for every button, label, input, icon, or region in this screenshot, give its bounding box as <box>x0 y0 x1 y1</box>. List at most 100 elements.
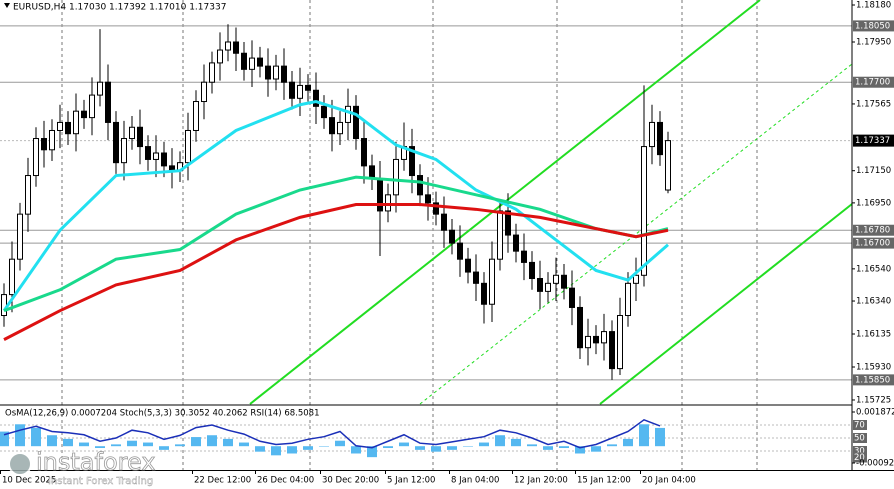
osma-bar <box>159 446 169 450</box>
x-tick-label: 12 Jan 20:00 <box>514 476 568 486</box>
osma-tick-label: -0.000920 <box>856 459 894 469</box>
candle-body <box>233 41 239 54</box>
candle-body <box>393 158 399 196</box>
levels <box>0 25 852 381</box>
level-box <box>853 224 894 236</box>
candle-body <box>409 146 415 177</box>
grid <box>61 0 758 470</box>
x-tick-label: 8 Jan 04:00 <box>451 476 499 486</box>
osma-bar <box>655 427 665 447</box>
level-box <box>853 76 894 88</box>
osma-bar <box>463 446 473 447</box>
osma-bar <box>95 446 105 449</box>
osma-tick-label: 0.001872 <box>856 408 894 418</box>
candle-body <box>529 261 535 280</box>
osma-bar <box>335 440 345 447</box>
header-icon <box>4 3 10 8</box>
candle-body <box>633 274 639 284</box>
candle-body <box>209 62 215 83</box>
candles <box>1 24 671 380</box>
osma-bar <box>191 437 201 447</box>
level-box <box>853 20 894 32</box>
candle-body <box>305 84 311 91</box>
candle-body <box>81 110 87 119</box>
candle-body <box>553 274 559 284</box>
watermark-tagline: Instant Forex Trading <box>48 476 153 487</box>
candle-body <box>241 52 247 70</box>
candle-body <box>497 210 503 260</box>
candle-body <box>129 126 135 140</box>
candle-body <box>513 234 519 252</box>
candle-body <box>353 105 359 140</box>
candle-body <box>265 65 271 80</box>
candle-body <box>313 89 319 107</box>
candle-body <box>9 258 15 296</box>
osma-bar <box>31 427 41 447</box>
osma-bar <box>255 446 265 452</box>
candle-body <box>289 81 295 99</box>
osma-bar <box>543 446 553 450</box>
y-tick-label: 1.16340 <box>856 297 891 307</box>
osma-bar <box>319 446 329 447</box>
header: EURUSD,H4 1.17030 1.17392 1.17010 1.1733… <box>13 3 226 13</box>
y-tick-label: 1.17150 <box>856 166 891 176</box>
osma-bar <box>111 444 121 447</box>
candle-body <box>225 41 231 51</box>
indicator-title: OsMA(12,26,9) 0.0007204 Stoch(5,3,3) 30.… <box>5 409 319 419</box>
candle-body <box>465 258 471 273</box>
candle-body <box>201 81 207 103</box>
candle-body <box>545 282 551 292</box>
level-label: 1.17700 <box>855 78 890 88</box>
candle-body <box>185 129 191 164</box>
osma-bar <box>271 446 281 456</box>
candle-body <box>649 121 655 148</box>
watermark-brand: instaforex <box>36 448 156 476</box>
candle-body <box>281 65 287 83</box>
x-tick-label: 5 Jan 12:00 <box>387 476 435 486</box>
candle-body <box>17 213 23 260</box>
candle-body <box>505 210 511 236</box>
y-tick-label: 1.16950 <box>856 198 891 208</box>
rsi-tick-label: 30 <box>854 447 865 457</box>
candle-body <box>641 146 647 276</box>
x-tick-label: 22 Dec 12:00 <box>194 476 251 486</box>
moving-average <box>3 202 669 341</box>
x-tick-label: 15 Jan 12:00 <box>577 476 631 486</box>
osma-bar <box>447 446 457 450</box>
candle-body <box>425 194 431 204</box>
osma-bar <box>431 446 441 452</box>
candle-body <box>561 274 567 289</box>
x-tick-label: 10 Dec 2025 <box>2 476 56 486</box>
candle-body <box>625 282 631 317</box>
osma-bar <box>207 435 217 447</box>
candle-body <box>193 101 199 131</box>
candle-body <box>65 121 71 135</box>
candle-body <box>49 129 55 151</box>
level-label: 1.15850 <box>855 375 890 385</box>
candle-body <box>57 121 63 131</box>
osma-bar <box>639 424 649 447</box>
osma-bar <box>607 444 617 447</box>
osma-bar <box>495 435 505 447</box>
candle-body <box>345 105 351 123</box>
osma-bar <box>175 444 185 447</box>
candle-body <box>377 178 383 212</box>
candle-body <box>361 138 367 167</box>
candle-body <box>449 229 455 244</box>
candle-body <box>137 126 143 148</box>
osma-bar <box>79 442 89 447</box>
watermark-logo <box>8 452 32 476</box>
rsi-tick-box <box>853 420 867 430</box>
moving-average <box>2 99 669 312</box>
candle-body <box>217 49 223 64</box>
osma-bar <box>367 446 377 458</box>
osma-bar <box>399 442 409 447</box>
candle-body <box>321 105 327 119</box>
candle-body <box>441 213 447 231</box>
candle-body <box>73 110 79 135</box>
candle-body <box>609 331 615 370</box>
candle-body <box>105 81 111 123</box>
candle-body <box>33 138 39 177</box>
x-tick-label: 30 Dec 20:00 <box>322 476 379 486</box>
